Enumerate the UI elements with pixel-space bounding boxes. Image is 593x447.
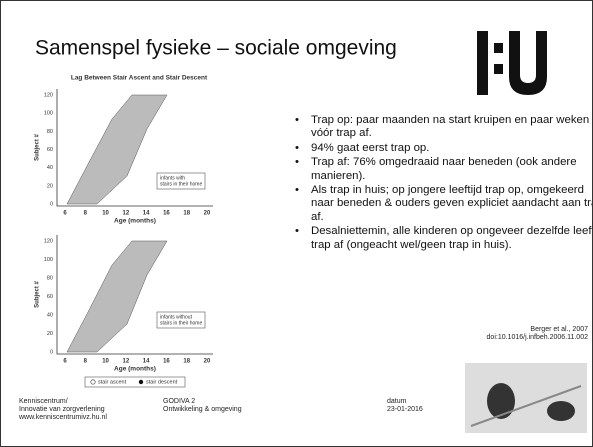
footer-image — [465, 363, 587, 433]
bullet-list: Trap op: paar maanden na start kruipen e… — [293, 114, 593, 253]
footer-date: datum 23-01-2016 — [387, 398, 423, 414]
footer-left: Kenniscentrum/ Innovatie van zorgverleni… — [19, 398, 107, 422]
x-tick-label: 8 — [84, 359, 88, 365]
y-tick-label: 80 — [47, 275, 53, 281]
x-axis-label: Age (months) — [114, 366, 156, 373]
x-tick-label: 20 — [204, 359, 211, 365]
slide: Samenspel fysieke – sociale omgeving Lag… — [0, 0, 593, 447]
footer-line: GODIVA 2 — [163, 398, 242, 406]
footer-line: datum — [387, 398, 423, 406]
x-tick-label: 18 — [183, 359, 190, 365]
y-tick-label: 120 — [44, 92, 53, 98]
y-tick-label: 40 — [47, 312, 53, 318]
footer-line: www.kenniscentrumivz.hu.nl — [19, 414, 107, 422]
x-tick-label: 6 — [63, 211, 67, 217]
y-tick-label: 60 — [47, 147, 53, 153]
x-tick-label: 6 — [63, 359, 67, 365]
y-tick-label: 120 — [44, 238, 53, 244]
x-tick-label: 18 — [183, 211, 190, 217]
citation-line: doi:10.1016/j.infbeh.2006.11.002 — [433, 334, 588, 342]
bullet: 94% gaat eerst trap op. — [311, 142, 593, 155]
legend-label: stair ascent — [98, 379, 127, 385]
y-axis-label: Subject # — [35, 281, 41, 308]
footer-center: GODIVA 2 Ontwikkeling & omgeving — [163, 398, 242, 414]
x-tick-label: 10 — [102, 211, 109, 217]
x-tick-label: 8 — [84, 211, 88, 217]
bullet: Desalniettemin, alle kinderen op ongevee… — [311, 225, 593, 252]
x-tick-label: 20 — [204, 211, 211, 217]
y-tick-label: 80 — [47, 129, 53, 135]
figure-title: Lag Between Stair Ascent and Stair Desce… — [71, 75, 208, 82]
citation-line: Berger et al., 2007 — [433, 326, 588, 334]
lag-region — [67, 241, 167, 352]
x-tick-label: 14 — [143, 211, 150, 217]
legend-label: stair descent — [146, 379, 178, 385]
x-tick-label: 16 — [163, 359, 170, 365]
y-tick-label: 60 — [47, 294, 53, 300]
y-tick-label: 40 — [47, 165, 53, 171]
bullet: Trap af: 76% omgedraaid naar beneden (oo… — [311, 156, 593, 183]
y-tick-label: 20 — [47, 183, 53, 189]
lag-region — [67, 95, 167, 204]
footer-line: Ontwikkeling & omgeving — [163, 406, 242, 414]
footer-line: 23-01-2016 — [387, 406, 423, 414]
legend-ascent — [91, 380, 95, 384]
y-axis-label: Subject # — [35, 134, 41, 161]
hu-logo — [477, 31, 547, 95]
y-tick-label: 20 — [47, 331, 53, 337]
x-tick-label: 14 — [143, 359, 150, 365]
x-tick-label: 10 — [102, 359, 109, 365]
citation: Berger et al., 2007 doi:10.1016/j.infbeh… — [433, 326, 588, 342]
bullet: Als trap in huis; op jongere leeftijd tr… — [311, 184, 593, 224]
slide-title: Samenspel fysieke – sociale omgeving — [35, 37, 397, 60]
footer-line: Innovatie van zorgverlening — [19, 406, 107, 414]
y-tick-label: 100 — [44, 257, 53, 263]
y-tick-label: 0 — [50, 201, 53, 207]
x-tick-label: 16 — [163, 211, 170, 217]
annotation: stairs in their home — [160, 181, 202, 187]
footer-line: Kenniscentrum/ — [19, 398, 107, 406]
x-tick-label: 12 — [123, 211, 130, 217]
x-axis-label: Age (months) — [114, 218, 156, 225]
y-tick-label: 100 — [44, 111, 53, 117]
bullet: Trap op: paar maanden na start kruipen e… — [311, 114, 593, 141]
annotation: stairs in their home — [160, 320, 202, 326]
legend-descent — [139, 380, 143, 384]
y-tick-label: 0 — [50, 349, 53, 355]
x-tick-label: 12 — [123, 359, 130, 365]
